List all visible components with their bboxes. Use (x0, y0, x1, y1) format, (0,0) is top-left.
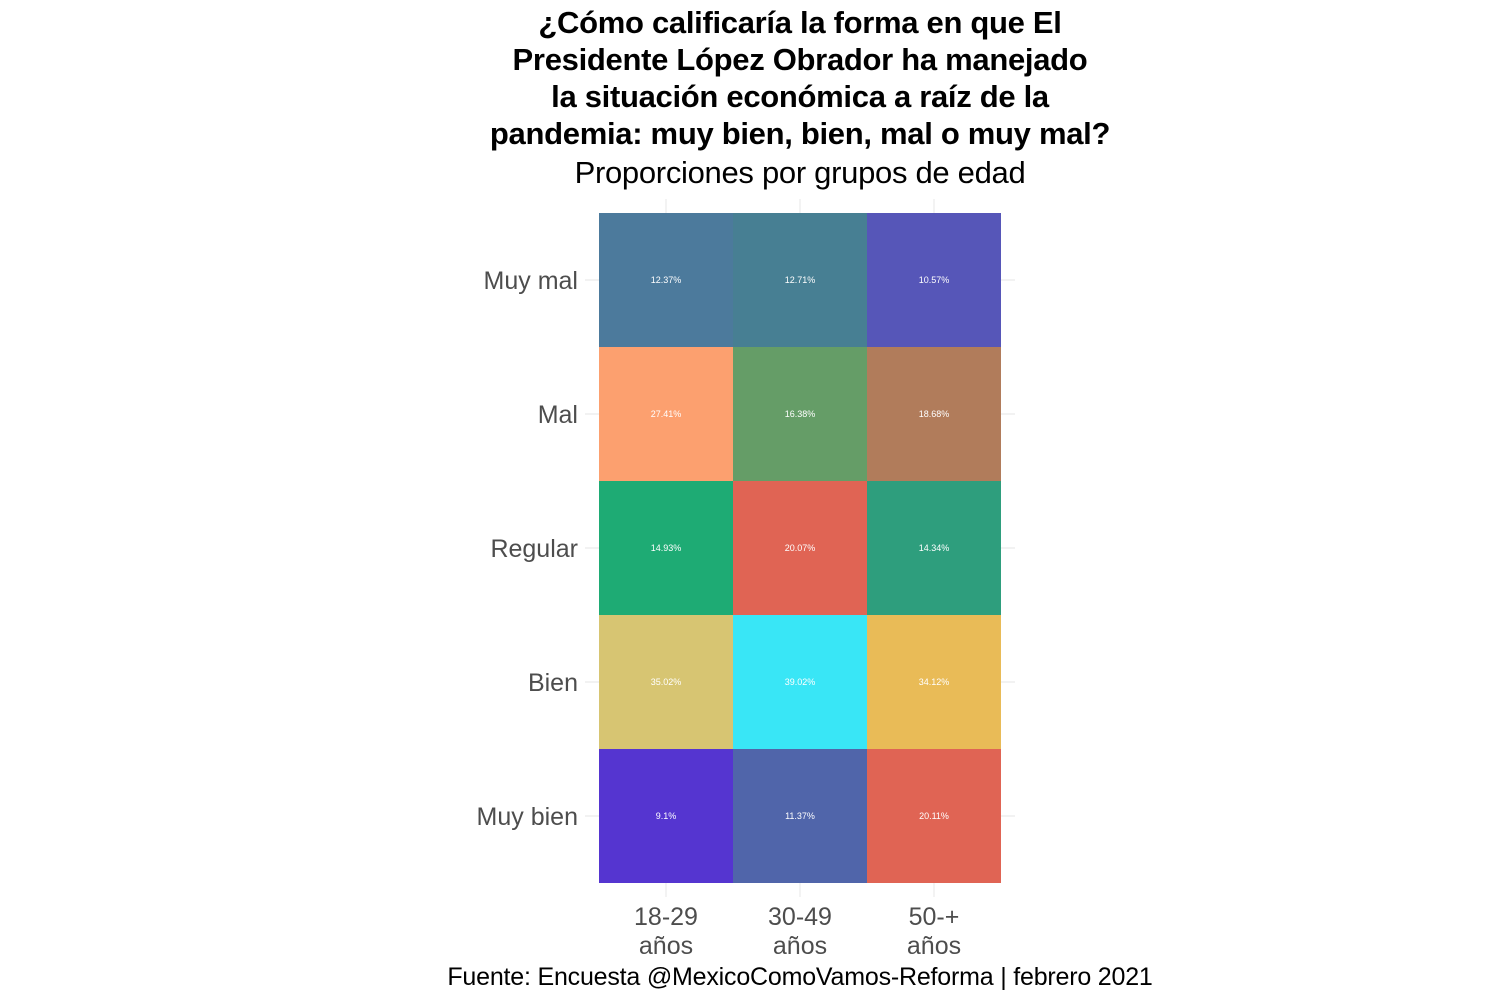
heatmap-cell (599, 213, 733, 347)
heatmap-cell (867, 749, 1001, 883)
cell-value-label: 12.37% (651, 275, 682, 285)
heatmap-cell (733, 213, 867, 347)
chart-subtitle: Proporciones por grupos de edad (574, 155, 1026, 190)
cell-value-label: 11.37% (785, 811, 815, 821)
x-tick-label-line: años (639, 932, 693, 960)
heatmap-cell (733, 347, 867, 481)
y-tick-label: Bien (528, 669, 578, 697)
chart-caption: Fuente: Encuesta @MexicoComoVamos-Reform… (447, 963, 1153, 991)
x-tick-label-line: 18-29 (634, 903, 698, 931)
chart-title-line-4: pandemia: muy bien, bien, mal o muy mal? (489, 116, 1111, 151)
cell-value-label: 10.57% (919, 275, 950, 285)
heatmap-cell (867, 615, 1001, 749)
cell-value-label: 12.71% (785, 275, 816, 285)
x-tick-label-line: años (773, 932, 827, 960)
heatmap-cell (733, 749, 867, 883)
cell-value-label: 20.11% (919, 811, 949, 821)
chart-title-line-2: Presidente López Obrador ha manejado (512, 42, 1088, 77)
heatmap-cell (867, 213, 1001, 347)
chart-title-line-3: la situación económica a raíz de la (551, 79, 1049, 114)
cell-value-label: 16.38% (785, 409, 816, 419)
heatmap-cell (733, 481, 867, 615)
heatmap-cell (599, 481, 733, 615)
cell-value-label: 14.93% (651, 543, 682, 553)
x-tick-label: 50-+ años (907, 903, 961, 960)
heatmap-cell (599, 749, 733, 883)
cell-value-label: 9.1% (656, 811, 677, 821)
cell-value-label: 35.02% (651, 677, 682, 687)
cell-value-label: 20.07% (785, 543, 816, 553)
chart-title: ¿Cómo calificaría la forma en que El Pre… (300, 4, 1300, 152)
heatmap-cell (867, 347, 1001, 481)
chart-title-line-1: ¿Cómo calificaría la forma en que El (538, 5, 1062, 40)
heatmap-cell (733, 615, 867, 749)
y-tick-label: Muy bien (477, 803, 578, 831)
heatmap-cells (599, 213, 1001, 883)
y-tick-label: Regular (490, 535, 578, 563)
cell-value-label: 14.34% (919, 543, 950, 553)
cell-value-label: 39.02% (785, 677, 816, 687)
cell-value-label: 18.68% (919, 409, 950, 419)
heatmap-cell (599, 615, 733, 749)
y-tick-label: Mal (538, 401, 578, 429)
cell-value-label: 27.41% (651, 409, 682, 419)
heatmap-cell (599, 347, 733, 481)
cell-labels: 12.37% 12.71% 10.57% 27.41% 16.38% 18.68% 14.9… (651, 275, 950, 821)
x-tick-label: 30-49 años (768, 903, 832, 960)
cell-value-label: 34.12% (919, 677, 950, 687)
x-tick-label: 18-29 años (634, 903, 698, 960)
x-tick-label-line: 30-49 (768, 903, 832, 931)
y-tick-label: Muy mal (484, 267, 578, 295)
x-tick-label-line: años (907, 932, 961, 960)
heatmap-cell (867, 481, 1001, 615)
x-tick-label-line: 50-+ (909, 903, 960, 931)
